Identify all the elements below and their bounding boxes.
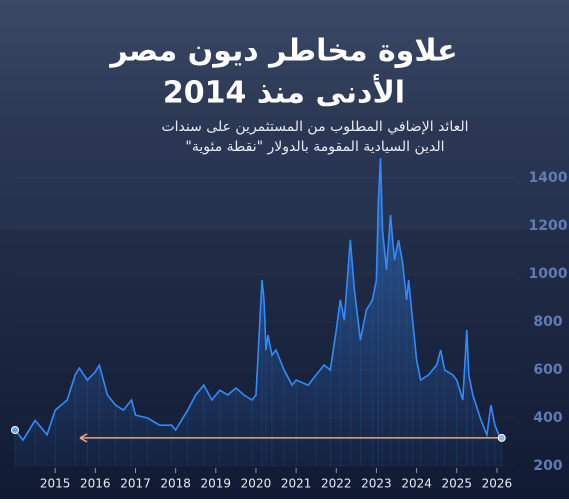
x-tick-label: 2021 [281, 477, 312, 491]
x-tick-label: 2022 [321, 477, 352, 491]
x-tick-label: 2016 [80, 477, 111, 491]
city-backdrop [0, 140, 569, 230]
y-tick-label: 800 [533, 314, 562, 330]
series-line [14, 158, 503, 442]
y-tick-label: 1400 [529, 170, 568, 186]
x-tick-label: 2019 [201, 477, 232, 491]
y-tick-label: 600 [533, 362, 562, 378]
title: علاوة مخاطر ديون مصر [108, 34, 457, 69]
x-tick-label: 2018 [160, 477, 191, 491]
area-fill [15, 158, 502, 466]
subtitle: الدين السيادية المقومة بالدولار "نقطة مئ… [185, 139, 444, 155]
subtitle: العائد الإضافي المطلوب من المستثمرين على… [161, 119, 468, 135]
y-tick-label: 400 [533, 410, 562, 426]
y-tick-label: 1200 [529, 218, 568, 234]
arrow-head [79, 433, 88, 443]
end-dot [11, 426, 19, 434]
x-tick-label: 2026 [482, 477, 513, 491]
x-tick-label: 2015 [40, 477, 71, 491]
x-tick-label: 2023 [361, 477, 392, 491]
end-dot [497, 433, 506, 442]
x-tick-label: 2017 [120, 477, 151, 491]
y-tick-label: 200 [533, 458, 562, 474]
y-tick-label: 1000 [529, 266, 568, 282]
x-tick-label: 2025 [441, 477, 472, 491]
title: الأدنى منذ 2014 [163, 74, 405, 111]
x-tick-label: 2024 [401, 477, 432, 491]
x-tick-label: 2020 [241, 477, 272, 491]
